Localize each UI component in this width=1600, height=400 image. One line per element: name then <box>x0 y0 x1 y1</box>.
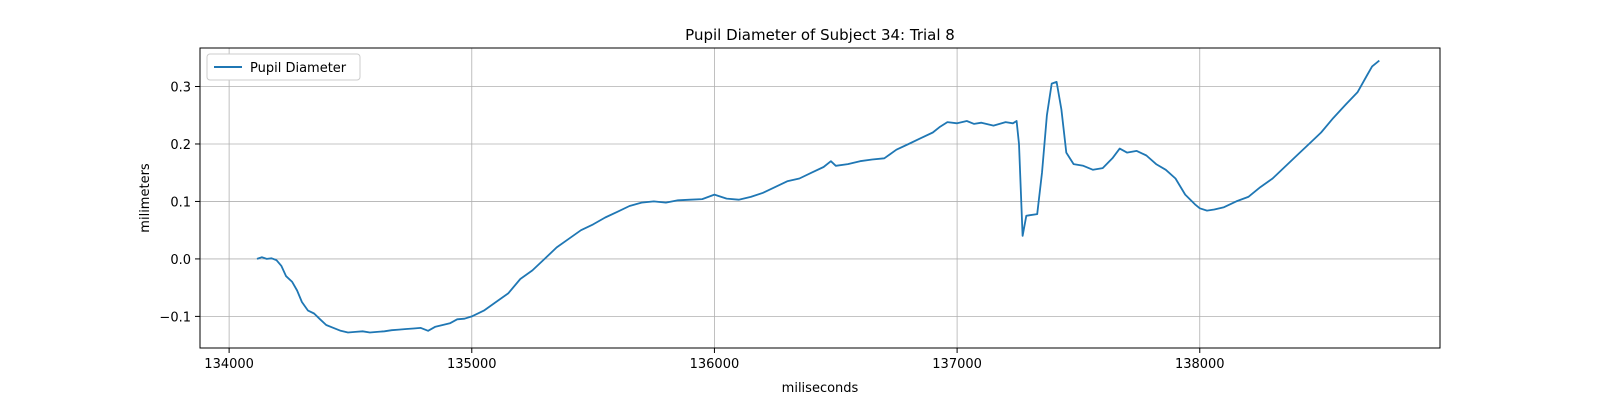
x-axis-label: miliseconds <box>782 381 859 396</box>
plot-area <box>200 48 1440 348</box>
series-line <box>256 59 1380 334</box>
plot-frame <box>199 47 1441 349</box>
x-tick-label: 134000 <box>204 357 254 372</box>
x-tick-label: 138000 <box>1175 357 1225 372</box>
x-tick-label: 136000 <box>690 357 740 372</box>
grid <box>200 48 1440 348</box>
ticks: 134000 135000 136000 137000 138000 −0.1 0.0 0.1… <box>159 81 1224 372</box>
series-layer <box>256 59 1380 334</box>
y-tick-label: 0.1 <box>170 195 191 210</box>
legend-box <box>206 53 361 81</box>
chart-title: Pupil Diameter of Subject 34: Trial 8 <box>685 26 955 44</box>
x-tick-label: 135000 <box>447 357 497 372</box>
legend-label: Pupil Diameter <box>250 61 347 76</box>
legend: Pupil Diameter <box>206 53 361 81</box>
y-axis-label: milimeters <box>138 163 153 233</box>
y-tick-label: 0.2 <box>170 138 191 153</box>
y-tick-label: 0.0 <box>170 253 191 268</box>
x-tick-label: 137000 <box>932 357 982 372</box>
y-tick-label: 0.3 <box>170 81 191 96</box>
y-tick-label: −0.1 <box>159 310 191 325</box>
